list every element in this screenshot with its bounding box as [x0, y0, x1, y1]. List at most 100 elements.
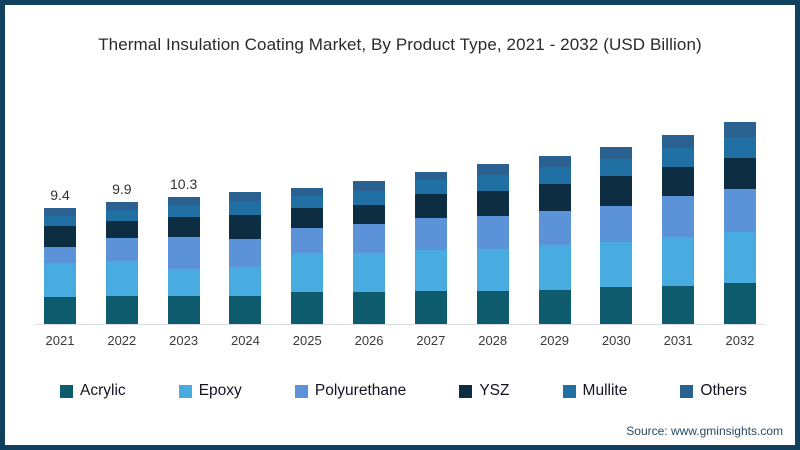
bar-segment-polyurethane	[229, 239, 262, 268]
bar-segment-polyurethane	[105, 237, 138, 262]
bar-segment-ysz	[662, 166, 695, 197]
bar-segment-acrylic	[167, 295, 200, 324]
bar-segment-others	[662, 134, 695, 149]
bar-segment-polyurethane	[414, 218, 447, 251]
bar-segment-polyurethane	[476, 215, 509, 249]
stacked-bar-2030	[600, 146, 633, 324]
bar-segment-mullite	[229, 201, 262, 215]
bar-segment-ysz	[291, 208, 324, 229]
legend-swatch-epoxy	[178, 384, 192, 398]
bar-segment-others	[353, 181, 386, 192]
bar-segment-mullite	[167, 204, 200, 218]
bar-segment-mullite	[538, 166, 571, 184]
bar-segment-polyurethane	[291, 228, 324, 253]
legend-label-ysz: YSZ	[479, 382, 510, 399]
bar-segment-ysz	[600, 176, 633, 206]
bar-segment-others	[723, 122, 756, 138]
stacked-bar-plot: 9.4 2021 9.9 2022 10.3 2023 2024 2025 2026 2027 20…	[35, 110, 765, 348]
bar-segment-ysz	[414, 193, 447, 219]
bar-segment-polyurethane	[44, 246, 76, 263]
bar-segment-ysz	[44, 225, 76, 247]
bar-segment-ysz	[538, 183, 571, 211]
bar-segment-acrylic	[723, 283, 756, 324]
legend-label-mullite: Mullite	[582, 382, 628, 399]
bar-column-2029: 2029	[538, 155, 572, 348]
bar-segment-ysz	[167, 217, 200, 237]
bar-segment-others	[167, 197, 200, 205]
bar-segment-epoxy	[229, 267, 262, 296]
bar-segment-acrylic	[600, 287, 633, 324]
stacked-bar-2029	[538, 155, 571, 324]
bar-segment-mullite	[44, 215, 76, 226]
bar-column-2032: 2032	[723, 122, 757, 348]
bar-segment-epoxy	[723, 231, 756, 284]
bar-segment-acrylic	[44, 296, 76, 324]
legend-item-acrylic: Acrylic	[60, 382, 126, 400]
bar-segment-mullite	[291, 196, 324, 209]
bar-segment-acrylic	[538, 289, 571, 324]
x-axis-label: 2030	[601, 333, 631, 348]
bar-segment-mullite	[476, 175, 509, 192]
bar-segment-acrylic	[291, 292, 324, 324]
stacked-bar-2023	[167, 197, 200, 324]
x-axis-label: 2031	[663, 333, 693, 348]
bar-segment-others	[476, 164, 509, 176]
bar-segment-epoxy	[600, 241, 633, 288]
stacked-bar-2021	[44, 208, 76, 324]
legend-item-ysz: YSZ	[459, 382, 509, 400]
stacked-bar-2031	[662, 134, 695, 324]
bar-value-label: 9.9	[112, 181, 132, 198]
bar-segment-others	[105, 202, 138, 210]
bar-segment-mullite	[105, 209, 138, 221]
chart-title: Thermal Insulation Coating Market, By Pr…	[98, 35, 702, 54]
legend-item-others: Others	[680, 382, 747, 400]
x-axis-label: 2025	[292, 333, 322, 348]
bar-segment-acrylic	[476, 290, 509, 324]
bar-column-2028: 2028	[476, 164, 510, 348]
bar-segment-acrylic	[353, 292, 386, 324]
bar-segment-epoxy	[414, 250, 447, 291]
x-axis-label: 2024	[230, 333, 260, 348]
bar-column-2024: 2024	[228, 192, 262, 348]
legend-label-acrylic: Acrylic	[80, 382, 126, 399]
legend-swatch-others	[680, 384, 694, 398]
legend-swatch-mullite	[562, 384, 576, 398]
x-axis-label: 2023	[169, 333, 199, 348]
bar-segment-epoxy	[105, 261, 138, 296]
bar-column-2022: 9.9 2022	[105, 181, 139, 348]
bar-segment-epoxy	[538, 245, 571, 290]
x-axis-label: 2021	[45, 333, 75, 348]
stacked-bar-2024	[229, 192, 262, 324]
legend-label-polyurethane: Polyurethane	[314, 382, 407, 399]
bar-column-2021: 9.4 2021	[43, 187, 77, 348]
bar-column-2027: 2027	[414, 171, 448, 348]
bar-segment-others	[291, 187, 324, 197]
bar-segment-ysz	[723, 157, 756, 189]
source-credit: Source: www.gminsights.com	[626, 424, 783, 438]
stacked-bar-2028	[476, 164, 509, 324]
x-axis-label: 2022	[107, 333, 137, 348]
x-axis-label: 2029	[540, 333, 569, 348]
x-axis-label: 2027	[416, 333, 446, 348]
bar-segment-others	[414, 171, 447, 181]
bar-segment-epoxy	[291, 252, 324, 293]
bar-segment-polyurethane	[167, 236, 200, 269]
chart-legend: Acrylic Epoxy Polyurethane YSZ Mullite O…	[60, 382, 747, 400]
bar-segment-mullite	[414, 180, 447, 194]
stacked-bar-2022	[105, 202, 138, 324]
bar-value-label: 10.3	[170, 176, 198, 193]
legend-swatch-polyurethane	[294, 384, 308, 398]
stacked-bar-2026	[353, 181, 386, 324]
x-axis-label: 2032	[725, 333, 755, 348]
bar-segment-others	[600, 146, 633, 160]
legend-label-others: Others	[700, 382, 747, 399]
bar-segment-acrylic	[229, 295, 262, 324]
x-axis-label: 2026	[354, 333, 384, 348]
legend-item-mullite: Mullite	[562, 382, 628, 400]
bar-segment-ysz	[229, 214, 262, 240]
bar-segment-ysz	[105, 220, 138, 238]
bar-segment-polyurethane	[723, 188, 756, 232]
bar-segment-epoxy	[167, 268, 200, 296]
bar-segment-mullite	[723, 137, 756, 158]
bar-segment-others	[44, 208, 76, 216]
